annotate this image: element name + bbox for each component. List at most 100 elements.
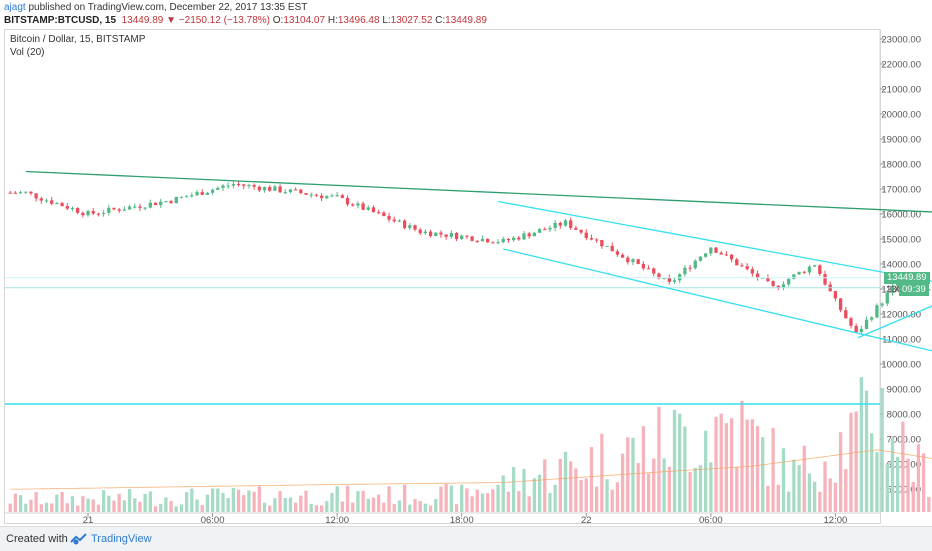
volume-bar [563, 451, 568, 512]
candle-body [8, 192, 12, 194]
candle-body [688, 267, 692, 269]
candle-body [408, 225, 412, 229]
candle-body [740, 265, 744, 267]
candle-body [148, 202, 152, 208]
candle-body [496, 242, 500, 244]
candle-body [584, 232, 588, 239]
volume-bar [714, 416, 718, 512]
volume-bar [787, 491, 791, 512]
volume-bar [636, 463, 640, 512]
volume-bar [631, 437, 635, 512]
volume-bar [610, 489, 614, 512]
candle-body [449, 232, 453, 237]
volume-bar [8, 503, 12, 512]
tradingview-logo-icon[interactable] [70, 533, 88, 545]
volume-bar [667, 466, 671, 512]
open-value: 13104.07 [283, 15, 326, 26]
candle-body [81, 212, 85, 216]
candle-body [325, 196, 329, 199]
candle-body [190, 195, 194, 197]
open-label: O: [272, 15, 284, 26]
volume-bar [460, 484, 464, 512]
volume-bar [678, 413, 682, 512]
low-label: L: [382, 15, 391, 26]
volume-bar [854, 411, 858, 512]
volume-bar [60, 491, 64, 512]
volume-bar [382, 502, 386, 512]
y-tick-label: 18000.00 [881, 160, 921, 171]
candle-body [750, 269, 755, 274]
volume-bar [117, 493, 121, 512]
candle-body [314, 194, 319, 196]
volume-bar [828, 478, 832, 512]
volume-bar [833, 482, 838, 512]
candle-body [55, 203, 59, 205]
y-tick-label: 17000.00 [881, 185, 921, 196]
candle-body [854, 325, 858, 333]
candle-body [29, 191, 33, 194]
candle-body [812, 265, 817, 267]
candle-body [880, 303, 884, 306]
volume-bar [792, 459, 796, 512]
volume-bar [896, 456, 900, 512]
trendline-cyan [857, 305, 932, 339]
candle-body [205, 192, 210, 195]
volume-bar [351, 502, 355, 512]
volume-bar [802, 445, 806, 512]
price-change: −2150.12 (−13.78%) [178, 15, 270, 26]
candle-body [299, 189, 303, 194]
volume-bar [143, 493, 147, 512]
volume-bar [672, 409, 677, 512]
candle-body [766, 277, 770, 282]
volume-bar [745, 419, 749, 512]
chart-canvas[interactable]: 23000.00 22000.00 21000.00 20000.00 19000.00… [0, 0, 932, 526]
volume-bar [257, 486, 261, 512]
y-tick-label: 19000.00 [881, 135, 921, 146]
candle-body [532, 232, 537, 237]
volume-bar [195, 499, 199, 512]
candle-body [875, 305, 879, 318]
candle-body [96, 213, 101, 215]
volume-bar [454, 504, 459, 512]
candle-body [506, 238, 511, 241]
volume-bar [688, 472, 692, 512]
candle-body [818, 265, 822, 275]
candle-body [885, 292, 889, 304]
candle-body [127, 206, 132, 210]
volume-bar [159, 503, 163, 512]
volume-bar [304, 490, 308, 512]
low-value: 13027.52 [390, 15, 433, 26]
candle-body [569, 220, 573, 228]
volume-bar [133, 498, 137, 512]
volume-bar [148, 491, 152, 512]
volume-bar [501, 475, 505, 512]
candle-body [159, 201, 163, 205]
volume-bar [70, 496, 75, 512]
candle-body [672, 280, 677, 282]
candle-body [454, 232, 459, 239]
volume-bar [776, 484, 780, 512]
author-link[interactable]: ajagt [4, 2, 26, 13]
volume-bar [408, 504, 412, 512]
symbol-label[interactable]: BITSTAMP:BTCUSD, 15 [4, 15, 117, 26]
candle-body [382, 212, 386, 217]
candle-body [719, 252, 723, 255]
last-price-tag: 13449.89 [884, 271, 930, 284]
candle-body [252, 185, 256, 187]
tradingview-link[interactable]: TradingView [91, 533, 152, 545]
candle-body [771, 281, 775, 286]
candle-body [210, 189, 215, 193]
volume-legend[interactable]: Vol (20) [10, 47, 45, 58]
volume-bar [766, 485, 770, 512]
candle-body [646, 268, 651, 270]
candle-body [615, 251, 620, 255]
volume-bar [916, 444, 921, 512]
series-legend[interactable]: Bitcoin / Dollar, 15, BITSTAMP [10, 34, 146, 45]
candle-body [755, 273, 760, 279]
candle-body [351, 204, 355, 206]
candle-body [802, 271, 806, 273]
countdown-price-partial: 130 [886, 283, 902, 295]
candle-body [486, 238, 490, 243]
candle-body [579, 229, 583, 233]
volume-bar [771, 427, 775, 512]
